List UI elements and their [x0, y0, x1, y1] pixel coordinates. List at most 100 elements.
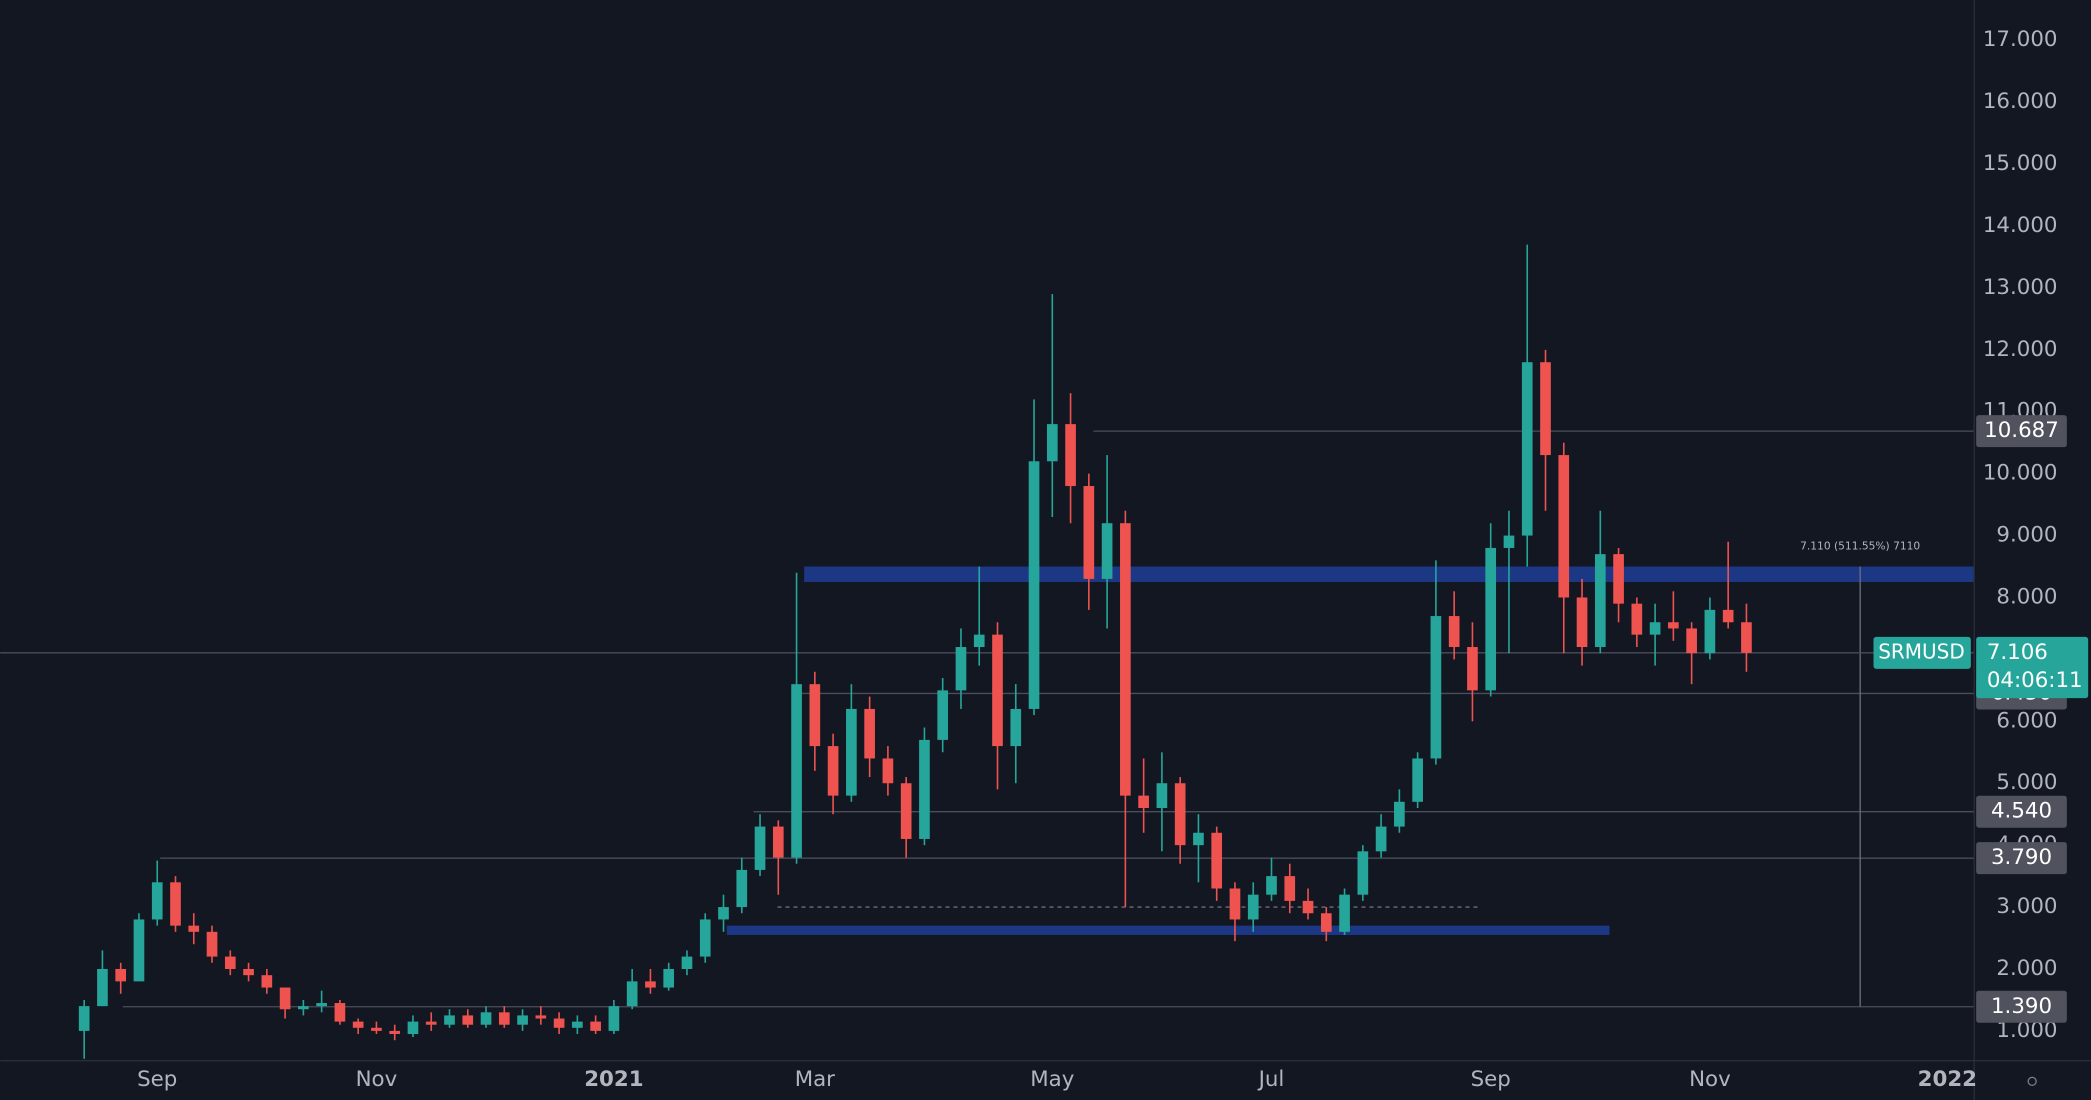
candle-body — [992, 634, 1003, 747]
candle-body — [151, 882, 163, 920]
settings-icon[interactable] — [2027, 1076, 2037, 1086]
candle-body — [846, 708, 857, 796]
x-tick-label: Sep — [1471, 1067, 1511, 1092]
y-tick-label: 17.000 — [1983, 27, 2058, 52]
candle-body — [590, 1021, 601, 1031]
x-tick-label: May — [1030, 1067, 1074, 1092]
candle-body — [188, 925, 200, 932]
candle-body — [1741, 622, 1752, 653]
countdown-label: 04:06:11 — [1987, 668, 2083, 693]
candle-body — [444, 1015, 455, 1025]
candle-body — [1448, 616, 1460, 648]
candle-body — [1576, 597, 1588, 648]
candle-body — [919, 739, 930, 839]
candle-body — [206, 931, 218, 957]
settings-icon-circle[interactable] — [2027, 1076, 2037, 1086]
candle-body — [955, 647, 967, 691]
x-tick-label: Nov — [1689, 1067, 1731, 1092]
candle-body — [462, 1015, 474, 1025]
candle-body — [681, 956, 693, 969]
y-tick-label: 8.000 — [1996, 584, 2057, 609]
candle-body — [1704, 609, 1716, 654]
candle-body — [1430, 616, 1442, 759]
y-tick-label: 5.000 — [1996, 770, 2057, 795]
level-tag-label: 10.687 — [1984, 418, 2059, 443]
level-tag — [1976, 990, 2067, 1023]
candle-body — [1302, 900, 1314, 914]
symbol-tag — [1873, 636, 1971, 669]
candle-body — [553, 1018, 565, 1028]
candle-body — [407, 1021, 419, 1034]
candle-body — [1467, 647, 1478, 691]
candle-body — [425, 1021, 437, 1025]
candle-body — [97, 968, 108, 1007]
candle-body — [973, 634, 985, 648]
candle-body — [389, 1030, 401, 1034]
candle-body — [882, 758, 894, 784]
level-tag — [1976, 415, 2067, 448]
candle-body — [1247, 894, 1259, 920]
y-tick-label: 9.000 — [1996, 523, 2057, 548]
candle-body — [1613, 554, 1624, 604]
level-tag-label: 4.540 — [1991, 799, 2052, 824]
candle-body — [1120, 523, 1131, 796]
candle-body — [1046, 424, 1058, 462]
candle-body — [1722, 609, 1734, 623]
candle-body — [1138, 795, 1149, 809]
candle-body — [78, 1006, 90, 1031]
candle-body — [298, 1006, 309, 1010]
candle-body — [480, 1012, 492, 1025]
candle-body — [498, 1012, 510, 1025]
candle-body — [1357, 851, 1369, 895]
price-tag — [1976, 636, 2089, 699]
candle-body — [371, 1027, 382, 1031]
candle-body — [1028, 461, 1040, 709]
candle-body — [1320, 913, 1332, 932]
candle-body — [1193, 832, 1204, 846]
y-tick-label: 2.000 — [1996, 956, 2057, 981]
candle-body — [937, 690, 949, 740]
candle-body — [1375, 826, 1387, 852]
candle-body — [626, 981, 638, 1007]
candle-body — [133, 919, 145, 982]
candle-body — [1010, 708, 1022, 747]
candle-body — [718, 907, 729, 920]
candle-body — [736, 869, 748, 908]
candle-body — [1631, 603, 1643, 635]
candle-body — [1083, 486, 1095, 579]
candle-body — [243, 968, 254, 976]
x-tick-label: Sep — [137, 1067, 177, 1092]
candle-body — [645, 981, 656, 988]
candle-body — [261, 975, 273, 988]
y-tick-label: 15.000 — [1983, 151, 2058, 176]
candle-body — [115, 968, 127, 982]
candle-body — [1649, 622, 1661, 635]
candle-body — [1412, 758, 1423, 802]
zone — [726, 925, 1610, 935]
candle-body — [1521, 362, 1533, 536]
candle-body — [572, 1021, 583, 1028]
candle-body — [535, 1015, 547, 1019]
level-tag — [1976, 795, 2067, 828]
candle-body — [1558, 455, 1570, 598]
candle-body — [1174, 783, 1186, 846]
candle-body — [1156, 783, 1168, 809]
y-tick-label: 14.000 — [1983, 213, 2058, 238]
y-tick-label: 13.000 — [1983, 275, 2058, 300]
candle-body — [1686, 628, 1697, 654]
candle-body — [334, 1003, 346, 1022]
candle-body — [754, 826, 766, 870]
candle-body — [1211, 832, 1223, 889]
y-tick-label: 3.000 — [1996, 894, 2057, 919]
candle-body — [1284, 876, 1296, 901]
candle-body — [699, 919, 711, 957]
candle-body — [1229, 888, 1241, 920]
level-tag-label: 3.790 — [1991, 845, 2052, 870]
y-tick-label: 10.000 — [1983, 461, 2058, 486]
candle-body — [663, 968, 675, 988]
candle-body — [1540, 362, 1551, 456]
price-tag-label: 7.106 — [1987, 640, 2048, 665]
candle-body — [224, 956, 236, 969]
candle-body — [352, 1021, 364, 1028]
